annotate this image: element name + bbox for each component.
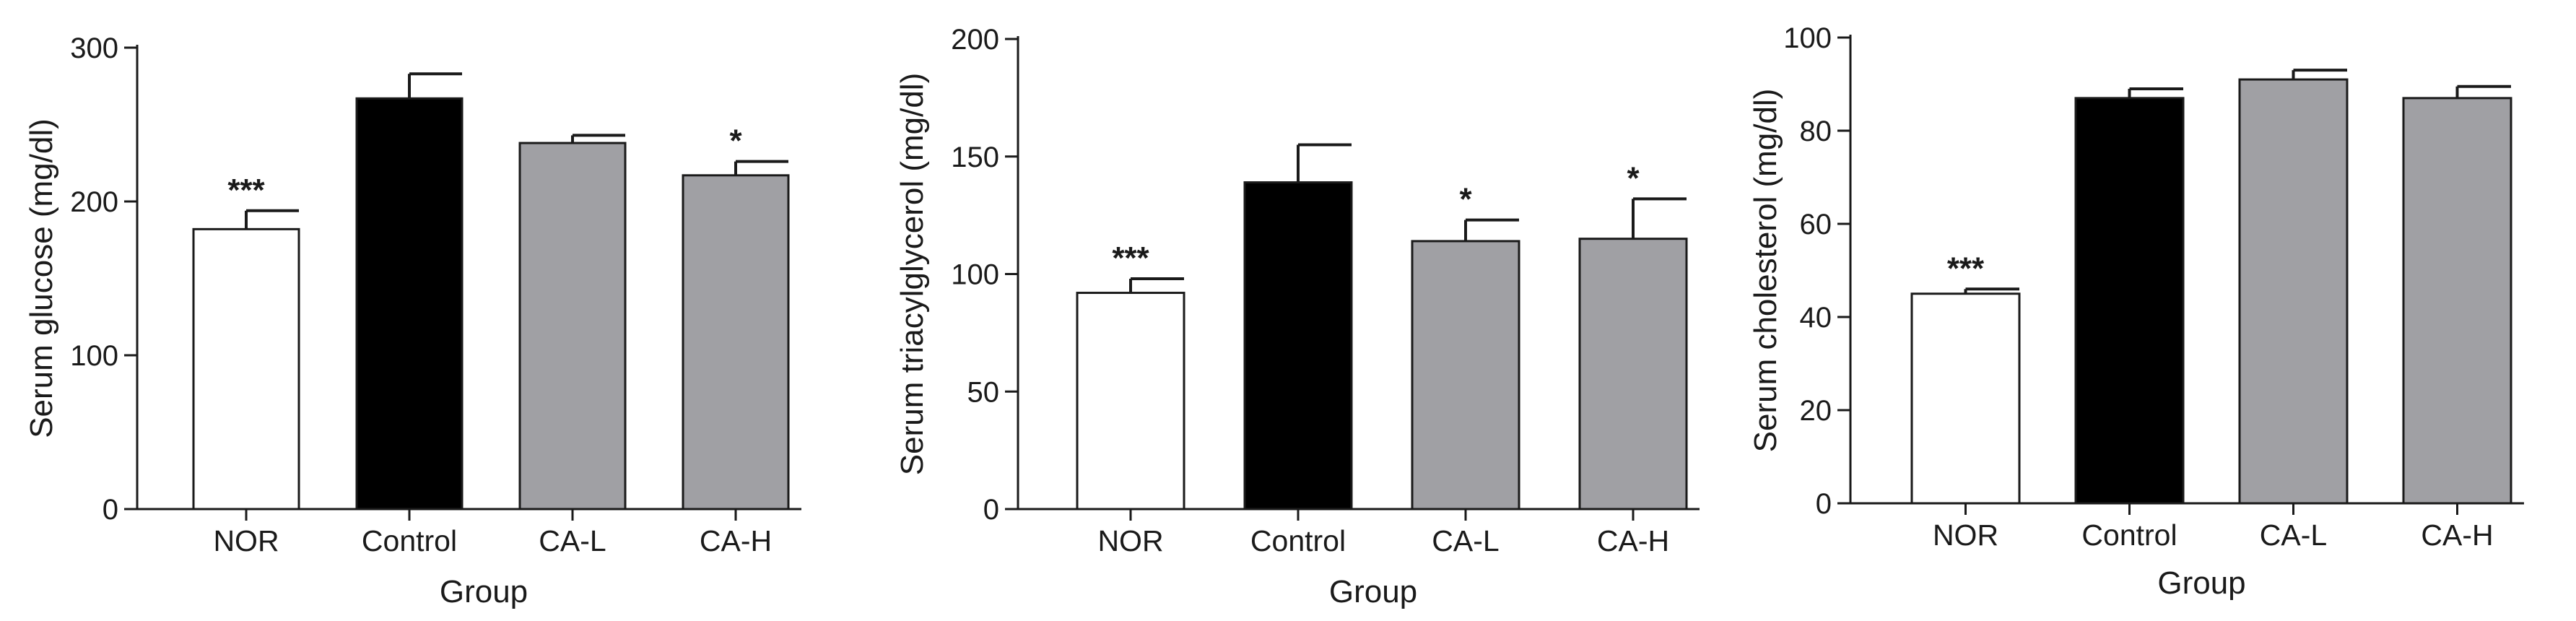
y-tick-label: 0 [983,494,999,526]
y-tick-label: 0 [1816,488,1832,520]
error-bar-nor [245,209,299,230]
x-tick-label: CA-H [2421,518,2493,552]
chart-panel-2: *** NOR Control * CA-L * CA-H 0 50 100 150 200 Group… [895,24,1700,609]
y-axis-title: Serum triacylglycerol (mg/dl) [895,73,930,475]
x-tick-label: NOR [1097,524,1163,557]
y-tick-label: 20 [1800,395,1832,427]
error-bar-ca-l [2292,69,2347,80]
bar-ca-l [518,142,627,511]
x-tick-label: CA-H [1597,524,1669,557]
y-tick-label: 150 [951,142,999,173]
x-tick-label: Control [2081,518,2177,552]
error-bar-ca-l [571,134,625,144]
significance-label: *** [1112,240,1149,276]
y-tick-label: 40 [1800,302,1832,334]
y-tick-label: 60 [1800,209,1832,240]
error-bar-ca-h [1632,197,1687,239]
significance-label: * [1459,182,1472,217]
x-tick-label: NOR [1933,518,1998,552]
error-bar-ca-h [2455,84,2511,98]
bar-control [1243,181,1353,511]
bar-nor [192,227,300,511]
significance-label: * [729,123,742,159]
error-bar-ca-h [734,160,788,175]
bar-control [2074,97,2185,505]
y-axis-title: Serum glucose (mg/dl) [24,118,59,438]
bar-ca-l [2238,78,2349,505]
x-tick-label: CA-H [700,524,772,557]
bar-ca-h [682,174,790,511]
y-tick-label: 0 [103,494,118,526]
error-bar-nor [1129,277,1184,293]
y-tick-label: 100 [1783,22,1832,54]
bar-ca-l [1411,240,1520,511]
x-tick-label: CA-L [2260,518,2327,552]
chart-panel-1: *** NOR Control CA-L * CA-H 0 100 200 300 Group Ser… [24,32,801,609]
significance-label: *** [1947,251,1985,286]
error-bar-nor [1964,287,2019,294]
x-axis-title: Group [1329,574,1417,609]
error-bar-ca-l [1464,218,1519,241]
chart-panel-3: *** NOR Control CA-L CA-H 0 20 40 60 80 100 Group Se… [1748,22,2524,601]
y-tick-label: 50 [967,376,1000,408]
y-tick-label: 200 [70,186,118,218]
error-bar-control [2128,87,2183,98]
x-axis-title: Group [440,574,528,609]
bar-ca-h [1578,238,1688,511]
error-bar-control [1297,143,1352,183]
x-tick-label: CA-L [1432,524,1499,557]
y-tick-label: 100 [70,340,118,372]
y-axis-title: Serum cholesterol (mg/dl) [1748,89,1783,453]
bar-control [355,97,464,511]
significance-label: *** [227,173,265,208]
y-tick-label: 300 [70,32,118,64]
x-tick-label: Control [362,524,457,557]
y-tick-label: 200 [951,24,999,56]
error-bar-control [408,72,462,99]
bar-ca-h [2402,97,2512,505]
x-tick-label: Control [1250,524,1346,557]
bar-nor [1076,292,1185,511]
x-tick-label: CA-L [539,524,606,557]
x-tick-label: NOR [213,524,279,557]
x-axis-title: Group [2157,565,2245,601]
y-tick-label: 80 [1800,116,1832,147]
bar-nor [1910,292,2021,505]
y-tick-label: 100 [951,259,999,291]
significance-label: * [1627,160,1640,196]
